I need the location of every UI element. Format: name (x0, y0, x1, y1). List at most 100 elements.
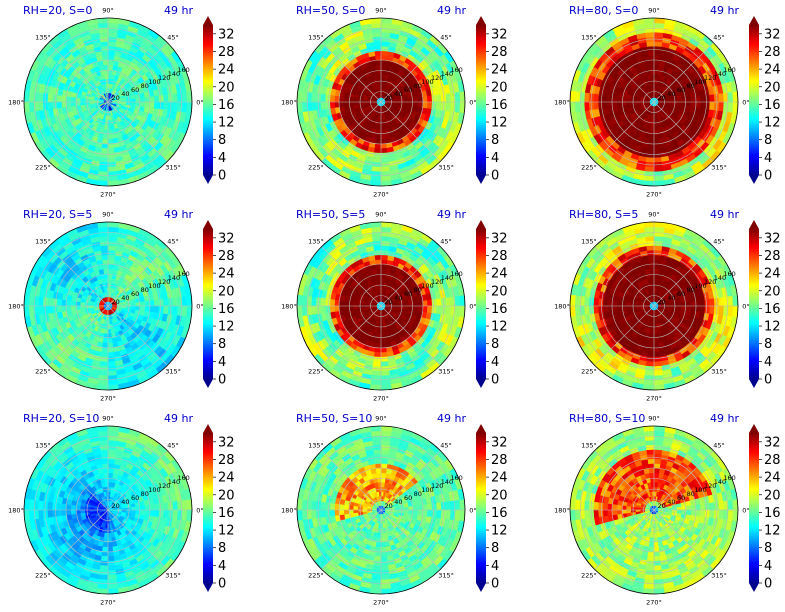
radial-tick-label: 160 (450, 66, 462, 74)
heatmap-cell (99, 361, 109, 367)
heatmap-cell (373, 356, 382, 363)
heatmap-cell (649, 333, 655, 339)
heatmap-cell (75, 97, 81, 103)
heatmap-cell (607, 101, 613, 109)
angle-tick-label: 270° (100, 191, 116, 199)
heatmap-cell (163, 305, 169, 315)
angle-tick-label: 0° (469, 303, 476, 311)
heatmap-cell (375, 342, 382, 349)
heatmap-cell (107, 245, 117, 251)
heatmap-cell (373, 147, 382, 154)
heatmap-cell (380, 342, 387, 349)
heatmap-cell (100, 249, 109, 256)
radial-tick-label: 40 (121, 294, 129, 302)
radial-tick-label: 60 (677, 86, 685, 94)
heatmap-cell (417, 305, 424, 312)
colorbar-tick-label: 16 (491, 302, 508, 317)
angle-tick-label: 135° (35, 33, 51, 41)
heatmap-cell (653, 59, 660, 66)
angle-tick-label: 315° (711, 164, 727, 172)
colorbar-tick-label: 16 (218, 302, 235, 317)
heatmap-cell (100, 356, 109, 363)
heatmap-cell (102, 338, 109, 344)
heatmap-cell (646, 147, 655, 154)
heatmap-cell (635, 303, 641, 307)
radial-tick-label: 40 (121, 90, 129, 98)
heatmap-cell (653, 273, 659, 279)
angle-tick-label: 225° (35, 368, 51, 376)
colorbar-extend-max (203, 16, 213, 25)
heatmap-cell (51, 298, 58, 307)
heatmap-cell (324, 305, 331, 314)
heatmap-cell (653, 268, 660, 274)
colorbar-tick-label: 4 (491, 355, 499, 370)
angle-tick-label: 180° (8, 99, 24, 107)
heatmap-cell (649, 129, 655, 135)
heatmap-cell (373, 249, 382, 256)
colorbar-tick-label: 28 (218, 249, 235, 264)
heatmap-cell (102, 342, 109, 349)
heatmap-cell (593, 93, 599, 103)
heatmap-cell (65, 305, 72, 312)
panel-title: RH=20, S=0 (23, 4, 92, 17)
heatmap-cell (130, 101, 137, 106)
heatmap-cell (348, 301, 354, 307)
angle-tick-label: 90° (375, 7, 387, 15)
heatmap-cell (107, 287, 111, 293)
heatmap-cell (377, 124, 382, 131)
polar-grid (569, 17, 739, 187)
heatmap-cell (653, 83, 657, 89)
heatmap-cell (70, 300, 76, 307)
heatmap-cell (436, 93, 442, 103)
polar-grid (296, 221, 466, 391)
heatmap-cell (647, 55, 655, 61)
heatmap-cell (107, 50, 116, 57)
heatmap-cell (320, 93, 326, 103)
colorbar-tick-label: 12 (491, 320, 508, 335)
heatmap-cell (105, 115, 109, 121)
angle-tick-label: 315° (438, 164, 454, 172)
heatmap-cell (426, 305, 433, 314)
heatmap-cell (374, 347, 382, 353)
heatmap-cell (648, 134, 655, 140)
panels: 90°45°0°315°270°225°180°135°204060801001… (8, 4, 780, 607)
heatmap-cell (163, 101, 169, 111)
radial-tick-label: 40 (394, 294, 402, 302)
heatmap-cell (380, 277, 385, 284)
heatmap-cell (380, 147, 389, 154)
radial-tick-label: 60 (131, 290, 139, 298)
heatmap-cell (362, 99, 368, 103)
heatmap-cell (100, 45, 109, 52)
colorbar-extend-min (476, 379, 486, 388)
colorbar-tick-label: 24 (764, 63, 781, 78)
heatmap-cell (144, 96, 151, 103)
heatmap-cell (593, 101, 599, 111)
angle-tick-label: 135° (581, 33, 597, 41)
heatmap-cell (343, 96, 349, 103)
heatmap-cell (338, 305, 345, 312)
heatmap-cell (107, 277, 112, 284)
heatmap-cell (374, 259, 382, 265)
angle-tick-label: 180° (554, 99, 570, 107)
heatmap-cell (380, 41, 390, 47)
radial-tick-label: 160 (177, 66, 189, 74)
heatmap-cell (70, 96, 76, 103)
heatmap-cell (431, 305, 438, 314)
heatmap-cell (422, 299, 428, 307)
heatmap-cell (51, 305, 58, 314)
heatmap-cell (135, 101, 141, 107)
heatmap-cell (334, 101, 340, 109)
colorbar-tick-label: 0 (491, 169, 499, 184)
heatmap-cell (158, 101, 165, 110)
heatmap-cell (667, 101, 673, 105)
heatmap-cell (375, 138, 382, 145)
polar-panel: 90°45°0°315°270°225°180°135°204060801001… (8, 4, 234, 199)
heatmap-cell (417, 101, 424, 108)
heatmap-cell (47, 305, 53, 315)
heatmap-cell (653, 287, 657, 293)
heatmap-cell (99, 245, 109, 251)
